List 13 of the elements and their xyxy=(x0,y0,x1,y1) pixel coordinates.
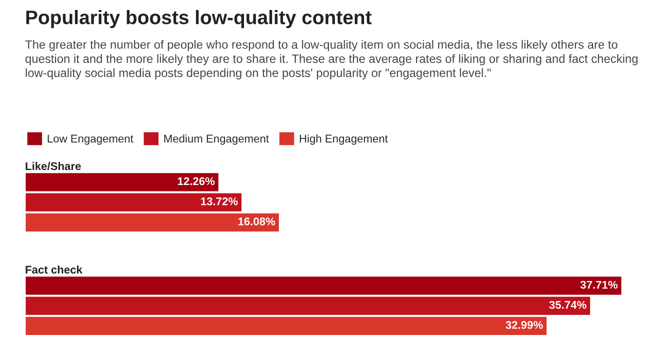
y-tick-label: Like/Share xyxy=(26,162,81,170)
legend-label: Low Engagement xyxy=(48,134,134,145)
data-label: 13.72% xyxy=(201,197,238,206)
chart-title: Popularity boosts low-quality content xyxy=(26,10,372,28)
data-label: 35.74% xyxy=(549,300,586,309)
data-label: 12.26% xyxy=(178,177,215,186)
legend-label: High Engagement xyxy=(300,134,388,145)
data-label: 32.99% xyxy=(506,321,543,329)
chart-subtitle: The greater the number of people who respond to a low-quality item on social media, the less likely others are to question it and the more likely they are to share it. These are the average rates of liking or sharing and fact checking low-quality social media posts depending on the posts' popularity or "engagement level." xyxy=(25,40,638,80)
y-tick-label: Fact check xyxy=(26,265,82,274)
legend-label: Medium Engagement xyxy=(164,134,269,145)
data-label: 16.08% xyxy=(238,218,276,226)
data-label: 37.71% xyxy=(580,280,618,289)
